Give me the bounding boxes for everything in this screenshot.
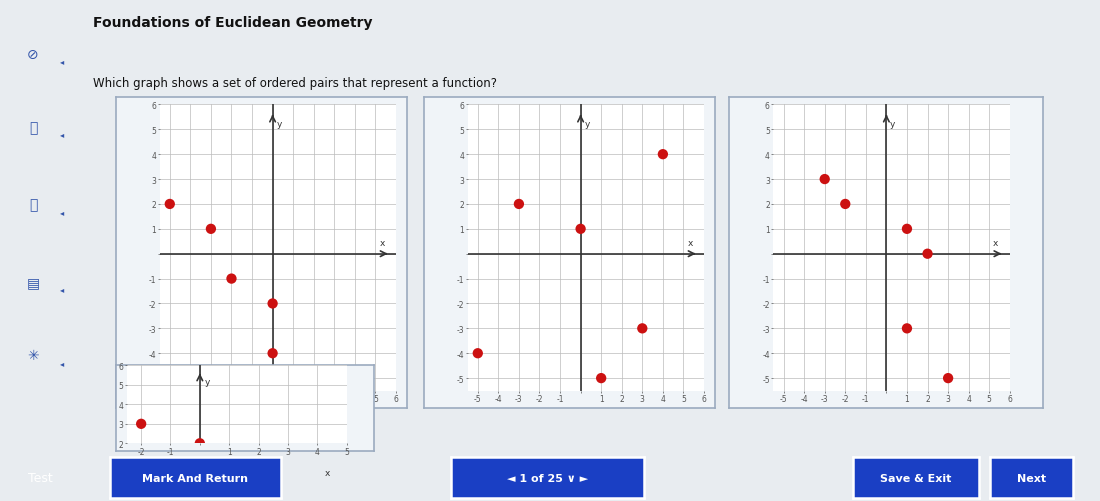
Text: Mark And Return: Mark And Return [142, 473, 249, 482]
Text: x: x [324, 468, 330, 477]
Text: Next: Next [1016, 473, 1046, 482]
Text: 🌐: 🌐 [29, 198, 37, 212]
Text: ◂: ◂ [59, 358, 64, 367]
Point [132, 420, 150, 428]
Text: ✳: ✳ [28, 349, 38, 363]
Point [202, 225, 220, 233]
Point [654, 151, 672, 159]
Point [939, 374, 957, 382]
Point [634, 325, 651, 333]
Text: x: x [993, 239, 999, 248]
Text: ◂: ◂ [59, 285, 64, 294]
Point [222, 275, 240, 283]
Point [836, 200, 854, 208]
Point [191, 439, 209, 447]
Text: ◂: ◂ [59, 207, 64, 216]
Text: y: y [584, 120, 590, 129]
Point [593, 374, 611, 382]
Point [161, 200, 178, 208]
Point [899, 225, 916, 233]
Point [816, 176, 834, 184]
Text: ◂: ◂ [59, 57, 64, 66]
Text: y: y [890, 120, 895, 129]
Text: y: y [205, 377, 210, 386]
Text: ⊘: ⊘ [28, 48, 38, 62]
Point [510, 200, 528, 208]
Point [899, 325, 916, 333]
Point [469, 350, 486, 358]
Text: ◂: ◂ [59, 130, 64, 139]
Text: Which graph shows a set of ordered pairs that represent a function?: Which graph shows a set of ordered pairs… [92, 77, 497, 90]
Text: Test: Test [28, 471, 53, 483]
Text: x: x [688, 239, 693, 248]
Text: 🎧: 🎧 [29, 121, 37, 135]
Point [572, 225, 590, 233]
Point [220, 459, 238, 467]
Text: ◄ 1 of 25 ∨ ►: ◄ 1 of 25 ∨ ► [507, 473, 587, 482]
Text: x: x [379, 239, 385, 248]
Text: y: y [276, 120, 282, 129]
Text: Foundations of Euclidean Geometry: Foundations of Euclidean Geometry [92, 16, 372, 30]
Point [264, 350, 282, 358]
Text: Save & Exit: Save & Exit [880, 473, 952, 482]
Point [918, 250, 936, 258]
Point [305, 374, 322, 382]
Point [264, 300, 282, 308]
Text: ▤: ▤ [26, 276, 40, 290]
